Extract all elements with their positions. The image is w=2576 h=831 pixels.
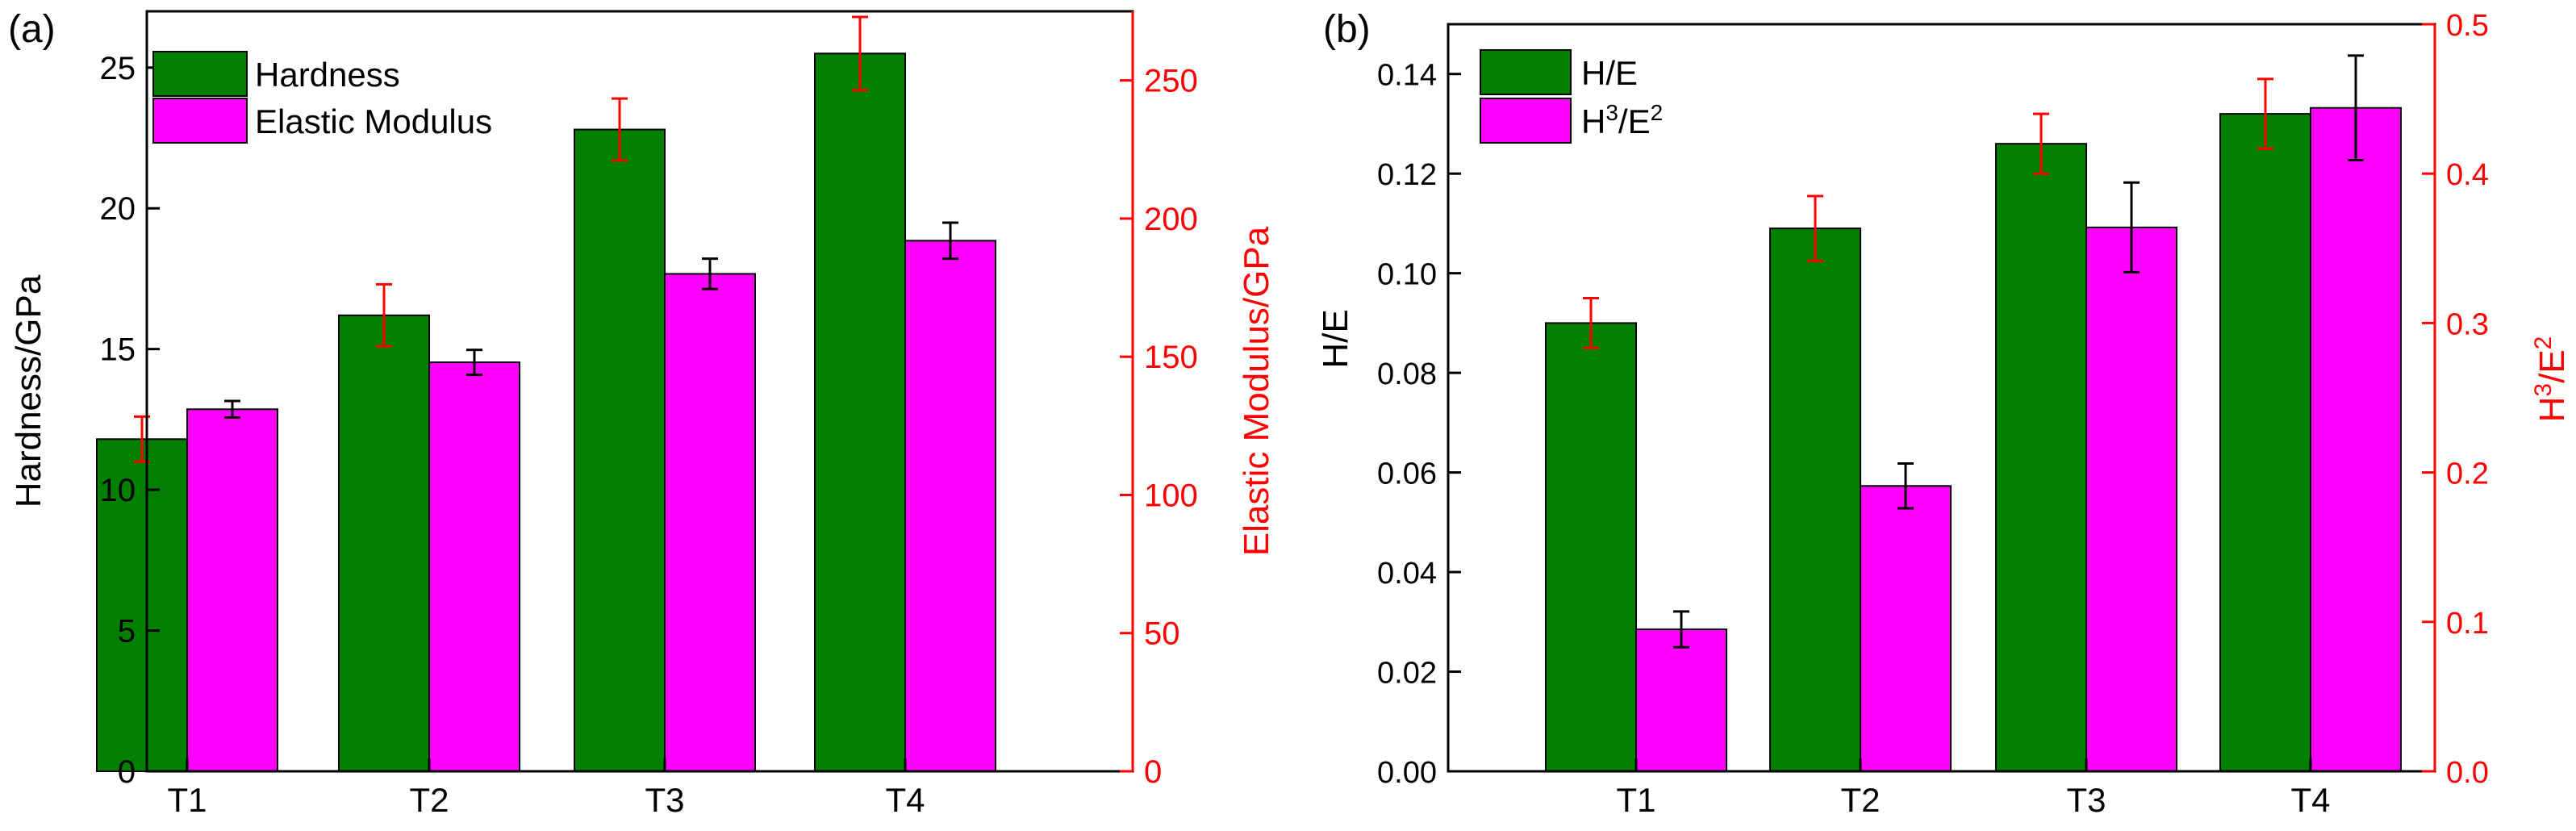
y2-label-b-sup1: 3 bbox=[2530, 383, 2557, 397]
y-tick-label-left-a-4: 20 bbox=[100, 191, 136, 227]
bar-b-s0-t3 bbox=[1995, 143, 2087, 773]
legend-h3e2-sup2: 2 bbox=[1651, 100, 1664, 125]
panel-a-left-axis: 0 5 10 15 20 25 bbox=[100, 51, 160, 790]
x-tick-label-b-t3: T3 bbox=[2066, 781, 2106, 819]
y2-label-b-base: H bbox=[2532, 397, 2572, 423]
legend-h3e2-base: H bbox=[1581, 102, 1605, 140]
y-tick-label-right-a-2: 100 bbox=[1144, 478, 1198, 513]
y-tick-label-left-b-7: 0.14 bbox=[1377, 59, 1437, 93]
panel-b-error-bars bbox=[1583, 54, 2364, 649]
y-tick-label-left-b-3: 0.06 bbox=[1377, 457, 1437, 491]
y-tick-label-left-b-6: 0.12 bbox=[1377, 158, 1437, 192]
y-tick-label-left-b-5: 0.10 bbox=[1377, 258, 1437, 292]
legend-label-hardness: Hardness bbox=[255, 56, 400, 94]
x-tick-label-a-t4: T4 bbox=[885, 781, 925, 819]
y-axis-label-right-a: Elastic Modulus/GPa bbox=[1237, 226, 1276, 556]
bar-b-s1-t4 bbox=[2310, 106, 2402, 773]
y-axis-label-left-b: H/E bbox=[1316, 309, 1355, 368]
y-tick-label-right-b-4: 0.4 bbox=[2446, 158, 2489, 192]
bar-a-s1-t3 bbox=[664, 273, 756, 773]
y-tick-label-right-b-1: 0.1 bbox=[2446, 607, 2489, 641]
bar-a-s0-t1 bbox=[96, 438, 188, 772]
y-tick-label-right-b-3: 0.3 bbox=[2446, 307, 2489, 341]
bar-b-s0-t2 bbox=[1769, 228, 1861, 772]
bar-b-s1-t3 bbox=[2085, 226, 2177, 772]
panel-b-x-axis: T1 T2 T3 T4 bbox=[1616, 758, 2331, 819]
x-tick-label-b-t2: T2 bbox=[1840, 781, 1880, 819]
y-tick-label-right-a-3: 150 bbox=[1144, 340, 1198, 375]
legend-a: Hardness Elastic Modulus bbox=[152, 51, 492, 144]
bar-b-s0-t1 bbox=[1545, 322, 1637, 772]
panel-a-bars bbox=[96, 52, 996, 773]
y-tick-label-left-b-0: 0.00 bbox=[1377, 756, 1437, 790]
legend-swatch-h3-e2 bbox=[1480, 98, 1572, 144]
y-tick-label-right-a-4: 200 bbox=[1144, 202, 1198, 237]
y-tick-label-right-b-0: 0.0 bbox=[2446, 756, 2489, 790]
y-tick-label-left-a-2: 10 bbox=[100, 473, 136, 508]
bar-a-s0-t2 bbox=[338, 314, 430, 772]
y2-label-b-sup2: 2 bbox=[2530, 336, 2557, 350]
bar-b-s1-t2 bbox=[1860, 485, 1952, 772]
y-tick-label-left-b-2: 0.04 bbox=[1377, 557, 1437, 591]
bar-a-s0-t4 bbox=[814, 52, 906, 773]
panel-label-a: (a) bbox=[8, 8, 56, 51]
panel-b-right-axis: 0.0 0.1 0.2 0.3 0.4 0.5 bbox=[2422, 9, 2489, 790]
panel-a-right-axis: 0 50 100 150 200 250 bbox=[1120, 11, 1198, 790]
y-tick-label-left-a-5: 25 bbox=[100, 51, 136, 86]
y-tick-label-right-a-5: 250 bbox=[1144, 64, 1198, 99]
x-tick-label-b-t1: T1 bbox=[1616, 781, 1655, 819]
bar-a-s1-t1 bbox=[186, 408, 278, 772]
panel-a-x-axis: T1 T2 T3 T4 bbox=[167, 758, 925, 819]
panel-b-left-axis: 0.00 0.02 0.04 0.06 0.08 0.10 0.12 0.14 bbox=[1377, 59, 1461, 790]
y-tick-label-right-a-1: 50 bbox=[1144, 616, 1180, 652]
x-tick-label-a-t1: T1 bbox=[167, 781, 207, 819]
x-tick-label-b-t4: T4 bbox=[2290, 781, 2330, 819]
bar-b-s0-t4 bbox=[2219, 113, 2311, 772]
y-tick-label-right-a-0: 0 bbox=[1144, 754, 1162, 790]
y-axis-label-left-a: Hardness/GPa bbox=[9, 274, 48, 507]
bar-b-s1-t1 bbox=[1635, 628, 1727, 772]
y-tick-label-right-b-5: 0.5 bbox=[2446, 9, 2489, 43]
legend-b: H/E H3/E2 bbox=[1480, 49, 1663, 144]
legend-swatch-h-e bbox=[1480, 49, 1572, 95]
legend-h3e2-mid: /E bbox=[1618, 102, 1651, 140]
y-tick-label-left-a-1: 5 bbox=[118, 614, 136, 649]
y-tick-label-left-a-0: 0 bbox=[118, 754, 136, 790]
panel-b-bars bbox=[1545, 106, 2402, 773]
panel-a-error-bars bbox=[134, 15, 958, 463]
y-tick-label-left-b-1: 0.02 bbox=[1377, 657, 1437, 691]
y2-label-b-mid: /E bbox=[2532, 349, 2572, 383]
legend-h3e2-sup1: 3 bbox=[1605, 100, 1618, 125]
bar-a-s0-t3 bbox=[574, 128, 666, 773]
legend-label-elastic-modulus: Elastic Modulus bbox=[255, 102, 492, 140]
y-tick-label-right-b-2: 0.2 bbox=[2446, 457, 2489, 491]
x-tick-label-a-t2: T2 bbox=[409, 781, 449, 819]
bar-a-s1-t2 bbox=[428, 361, 520, 772]
panel-b: (b) 0.000.020.040.060.080.100.120.14 0.0… bbox=[1316, 8, 2572, 819]
x-tick-label-a-t3: T3 bbox=[645, 781, 684, 819]
legend-swatch-hardness bbox=[152, 51, 248, 97]
y-tick-label-left-a-3: 15 bbox=[100, 332, 136, 368]
y-axis-label-right-b: H3/E2 bbox=[2530, 336, 2572, 423]
legend-swatch-elastic-modulus bbox=[152, 98, 248, 144]
legend-label-h-e: H/E bbox=[1581, 54, 1638, 92]
bar-a-s1-t4 bbox=[904, 240, 996, 772]
legend-label-h3-e2: H3/E2 bbox=[1581, 100, 1663, 140]
panel-label-b: (b) bbox=[1323, 8, 1371, 51]
y-tick-label-left-b-4: 0.08 bbox=[1377, 357, 1437, 391]
